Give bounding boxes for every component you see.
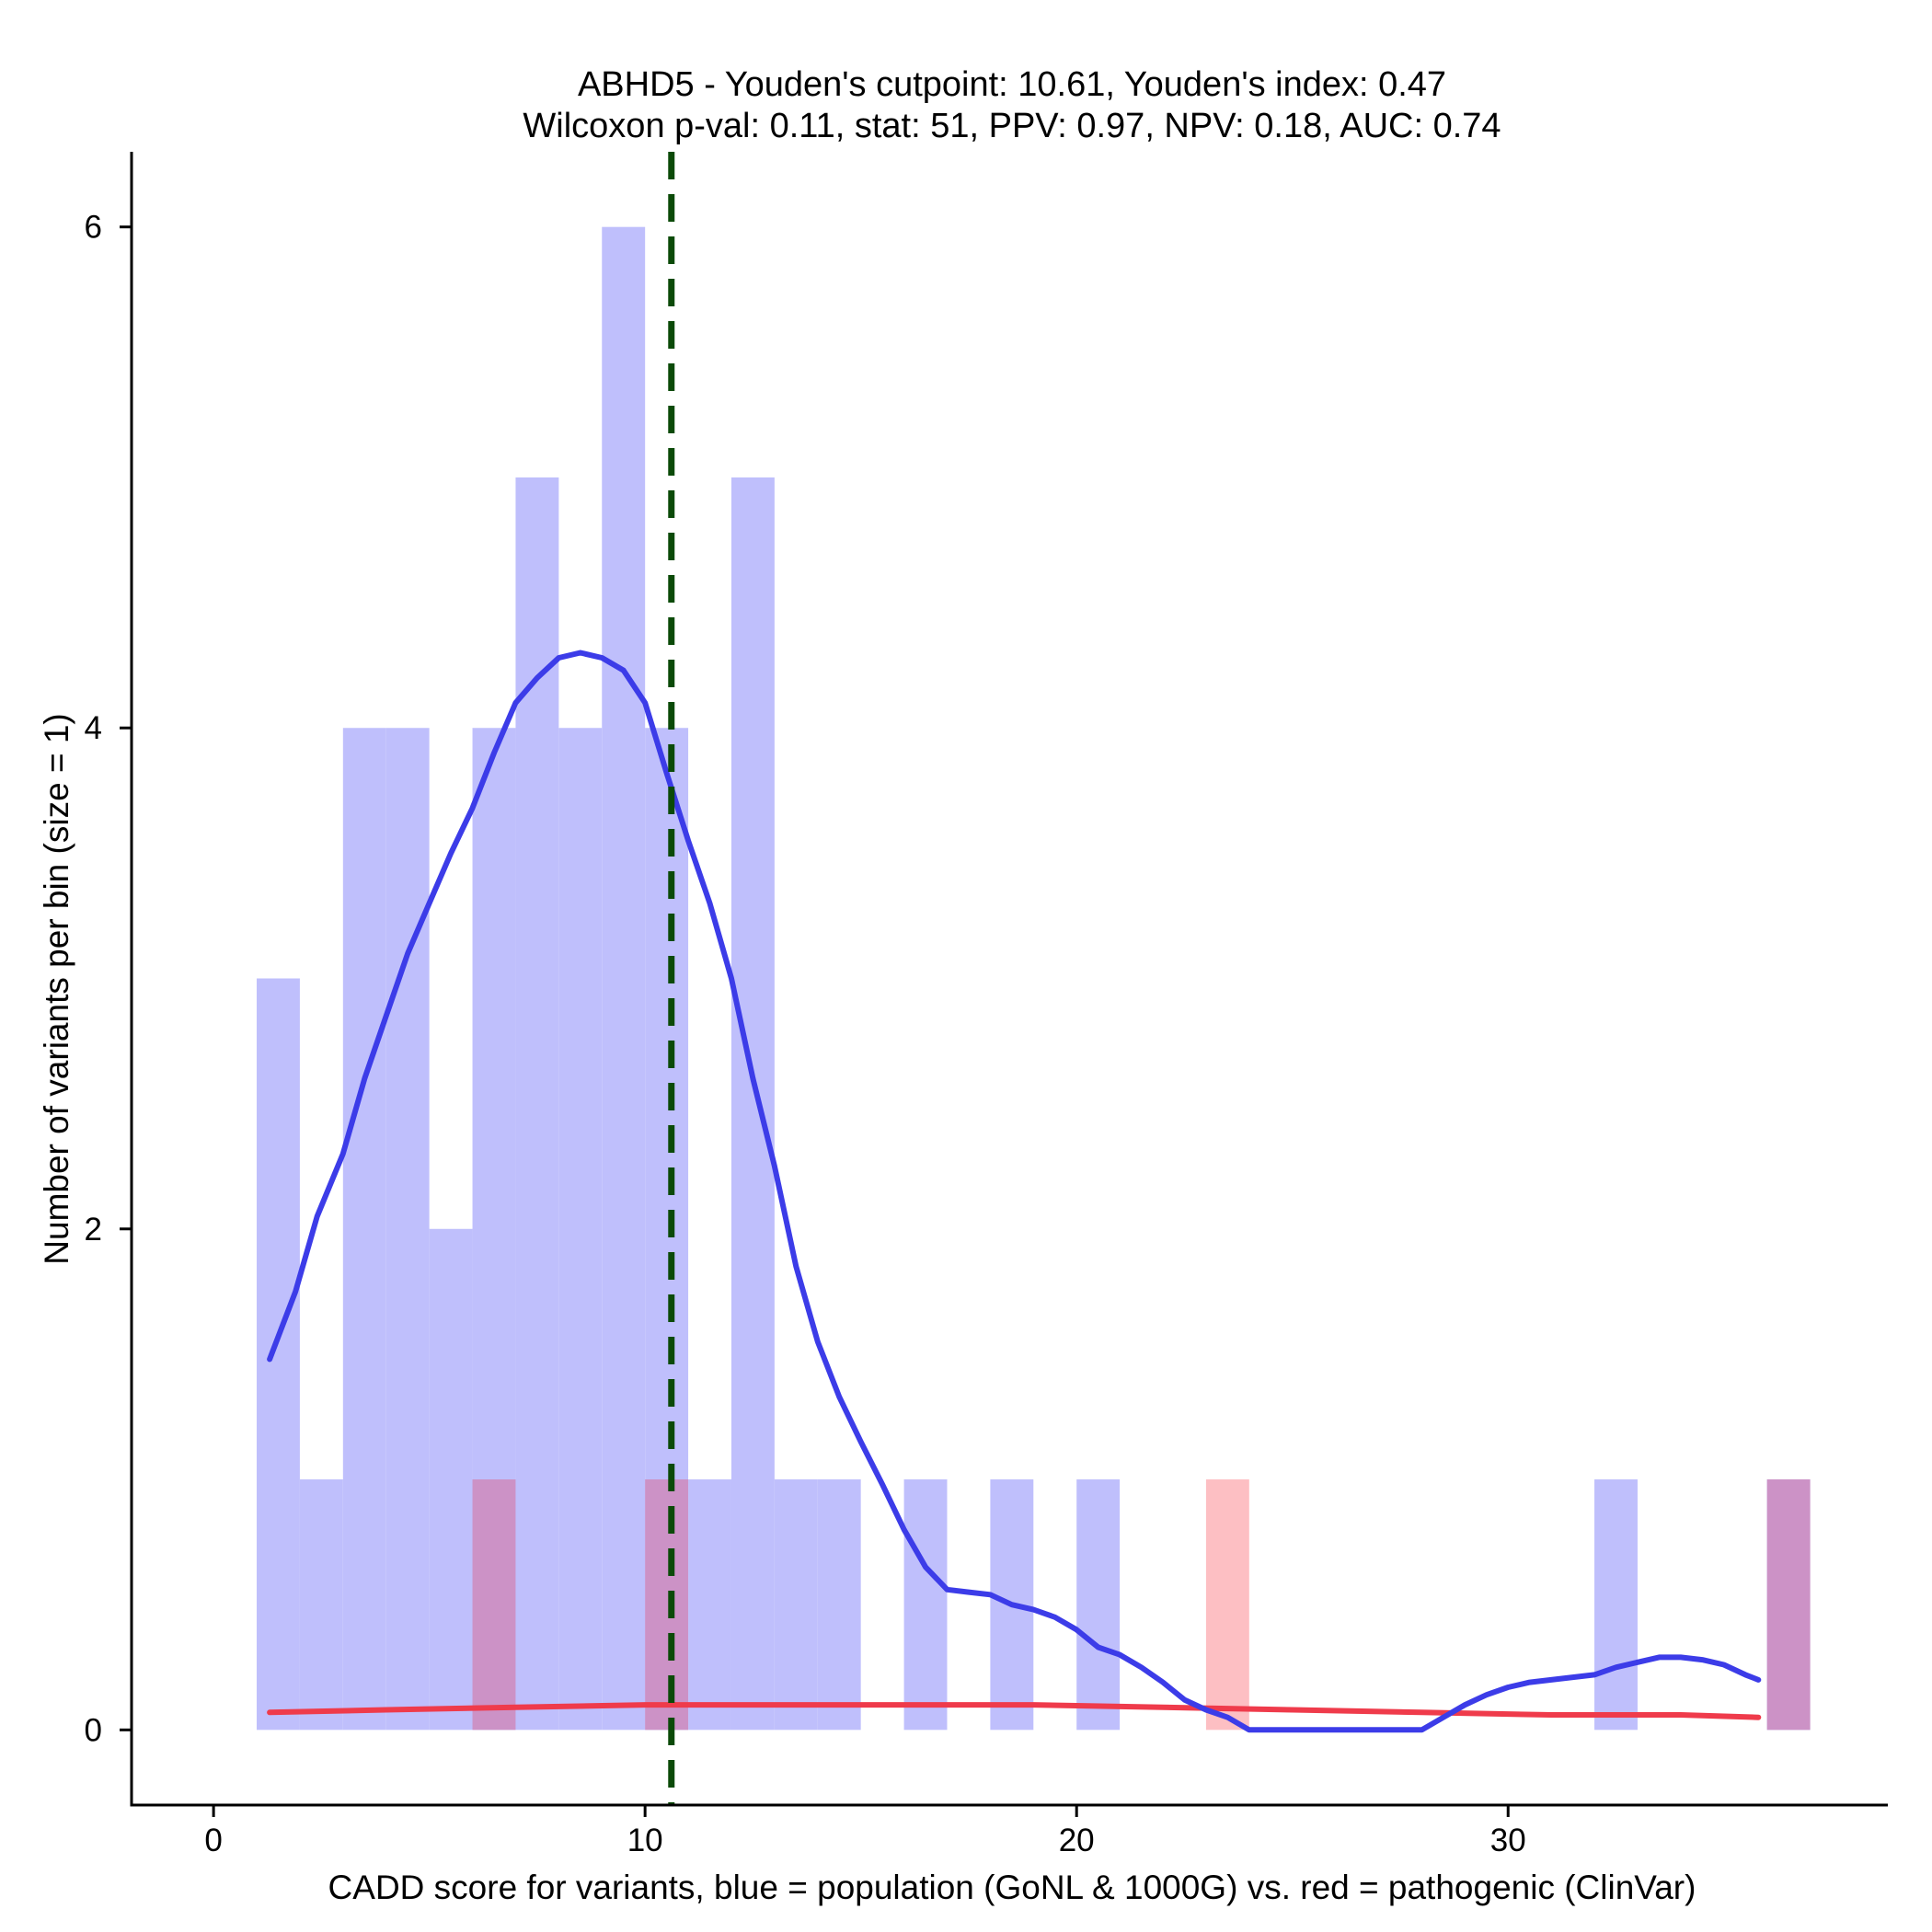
population-bar <box>299 1479 343 1731</box>
y-tick-label: 2 <box>85 1212 102 1248</box>
population-bar <box>558 728 603 1731</box>
pathogenic-bar <box>1205 1479 1249 1731</box>
x-tick-label: 20 <box>1059 1823 1095 1858</box>
population-bar <box>385 728 430 1731</box>
chart-title-line2: Wilcoxon p-val: 0.11, stat: 51, PPV: 0.9… <box>523 107 1501 145</box>
y-tick-label: 6 <box>85 210 102 246</box>
histogram-bars <box>257 226 1811 1731</box>
population-bar <box>1076 1479 1121 1731</box>
x-axis-label: CADD score for variants, blue = populati… <box>328 1869 1696 1906</box>
chart-title-line1: ABHD5 - Youden's cutpoint: 10.61, Youden… <box>578 65 1446 104</box>
population-bar <box>342 728 386 1731</box>
y-tick-label: 4 <box>85 710 102 746</box>
y-tick-label: 0 <box>85 1712 102 1748</box>
x-tick-label: 30 <box>1490 1823 1526 1858</box>
population-bar <box>429 1228 473 1731</box>
pathogenic-density-line <box>267 1702 1762 1720</box>
population-bar <box>602 226 646 1731</box>
axes: 0 10 20 30 0 2 4 6 <box>85 152 1888 1858</box>
y-axis-label: Number of variants per bin (size = 1) <box>38 713 75 1264</box>
pathogenic-bar <box>645 1479 689 1731</box>
x-tick-label: 10 <box>627 1823 663 1858</box>
population-bar <box>774 1479 818 1731</box>
pathogenic-bar <box>1766 1479 1811 1731</box>
density-curves <box>267 650 1762 1733</box>
population-bar <box>688 1479 731 1731</box>
population-density-line <box>267 650 1762 1733</box>
population-bar <box>515 477 559 1731</box>
pathogenic-bar <box>472 1479 516 1731</box>
population-bar <box>817 1479 861 1731</box>
population-bar <box>1594 1479 1638 1731</box>
population-bar <box>730 477 775 1731</box>
x-tick-label: 0 <box>204 1823 222 1858</box>
population-bar <box>903 1479 948 1731</box>
population-bar <box>257 978 300 1731</box>
